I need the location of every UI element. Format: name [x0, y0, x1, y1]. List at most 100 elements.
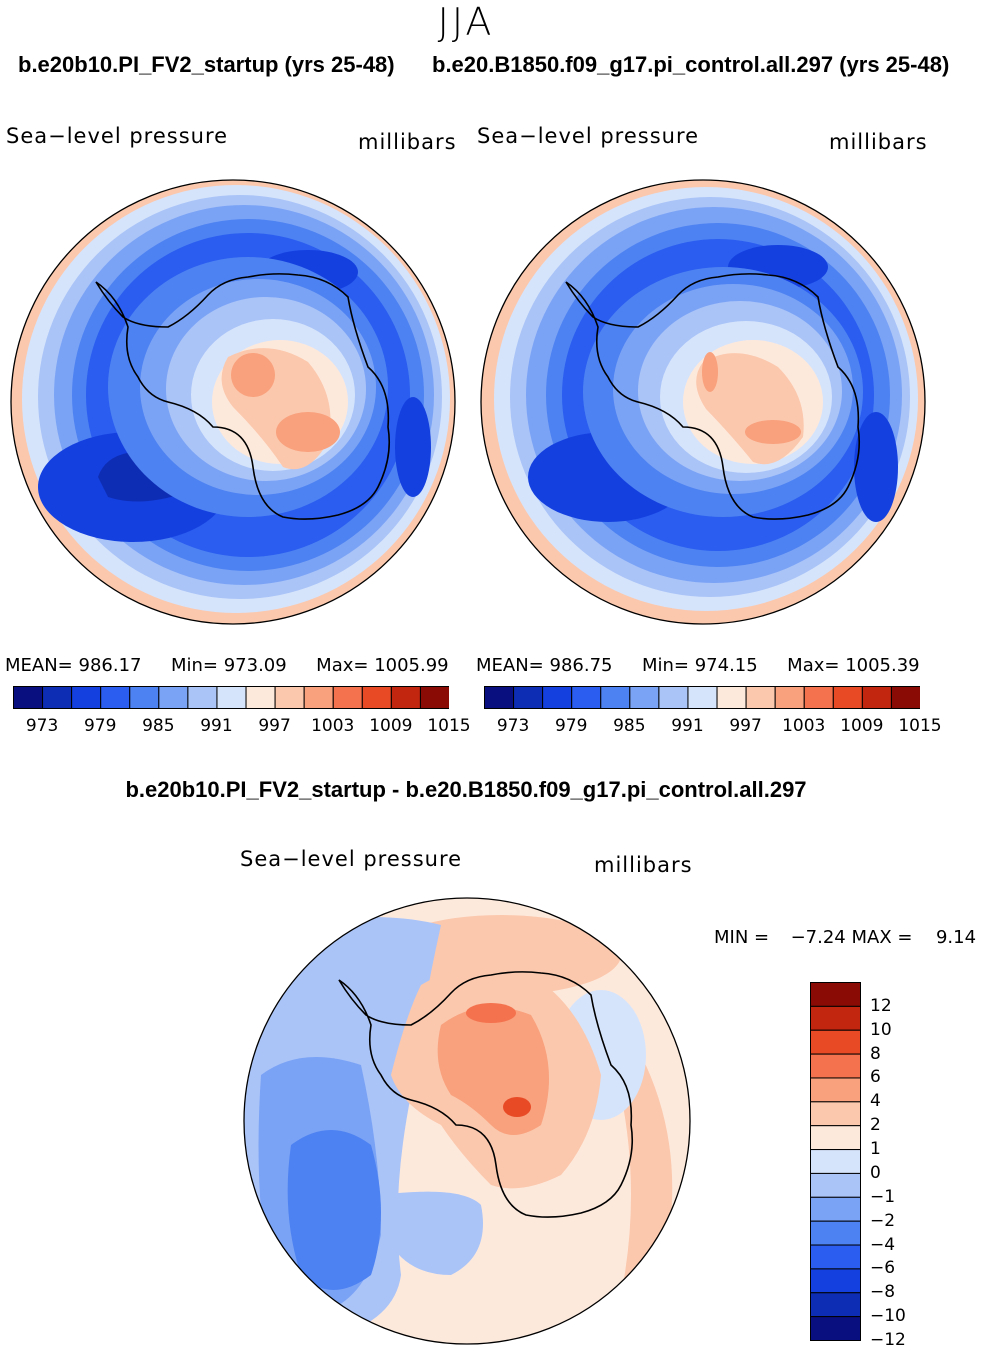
colorbar-swatch	[245, 686, 276, 709]
units-label-diff: millibars	[594, 853, 693, 877]
colorbar-tick-label: 1009	[369, 716, 413, 736]
diff-min-label: MIN =	[714, 927, 770, 948]
case-title-right: b.e20.B1850.f09_g17.pi_control.all.297 (…	[432, 52, 950, 77]
colorbar-swatch	[187, 686, 218, 709]
case-title-left: b.e20b10.PI_FV2_startup (yrs 25-48)	[18, 52, 395, 77]
difference-title: b.e20b10.PI_FV2_startup - b.e20.B1850.f0…	[125, 777, 807, 802]
colorbar-tick-label: 991	[671, 716, 704, 736]
colorbar-swatch	[810, 1005, 861, 1031]
colorbar-tick-label: 12	[870, 995, 892, 1016]
colorbar-swatch	[810, 1196, 861, 1222]
mean-label-right: MEAN=	[476, 655, 544, 676]
antarctica-coastline	[338, 971, 634, 1218]
colorbar-swatch	[745, 686, 776, 709]
colorbar-tick-label: 979	[554, 716, 588, 736]
colorbar-swatch	[810, 982, 861, 1007]
colorbar-swatch	[810, 1149, 861, 1174]
colorbar-swatch	[803, 686, 834, 709]
colorbar-tick-label: 10	[870, 1019, 892, 1040]
colorbar-swatch	[303, 686, 334, 709]
min-value-right: 974.15	[694, 655, 758, 676]
colorbar-swatch	[629, 686, 660, 709]
stats-left: MEAN= 986.17 Min= 973.09 Max= 1005.99	[5, 655, 449, 676]
colorbar-tick-label: −10	[870, 1306, 906, 1327]
colorbar-tick-label: 4	[870, 1091, 881, 1112]
colorbar-tick-label: 2	[870, 1115, 881, 1136]
colorbar-tick-label: 1015	[427, 716, 471, 736]
map-border	[10, 179, 456, 625]
colorbar-right	[484, 686, 920, 709]
low-east	[395, 397, 431, 497]
colorbar-swatch	[810, 1077, 861, 1103]
units-label-left: millibars	[358, 130, 457, 154]
max-value-right: 1005.39	[845, 655, 920, 676]
colorbar-tick-label: 6	[870, 1067, 881, 1088]
min-label-left: Min=	[170, 655, 218, 676]
negative-pacific-edge	[381, 1191, 483, 1275]
map-border	[243, 897, 691, 1345]
positive-max	[503, 1097, 531, 1117]
colorbar-swatch	[774, 686, 805, 709]
colorbar-swatch	[100, 686, 131, 709]
units-label-right: millibars	[829, 130, 928, 154]
max-value-left: 1005.99	[374, 655, 449, 676]
colorbar-swatch	[810, 1029, 861, 1055]
map-border	[480, 179, 926, 625]
colorbar-swatch	[810, 1101, 861, 1127]
colorbar-tick-label: 0	[870, 1162, 881, 1183]
colorbar-swatch	[716, 686, 747, 709]
colorbar-tick-label: 1009	[840, 716, 884, 736]
diff-max-value: 9.14	[935, 927, 977, 948]
colorbar-swatch	[571, 686, 602, 709]
positive-north-peak	[466, 1003, 516, 1023]
map-diff	[243, 897, 691, 1345]
colorbar-swatch	[810, 1125, 861, 1151]
positive-north	[381, 915, 621, 995]
colorbar-tick-label: 979	[83, 716, 117, 736]
colorbar-swatch	[71, 686, 102, 709]
min-value-left: 973.09	[223, 655, 287, 676]
colorbar-tick-label: 997	[729, 716, 762, 736]
negative-min	[287, 1130, 381, 1290]
colorbar-tick-label: −6	[870, 1258, 896, 1279]
colorbar-swatch	[810, 1292, 861, 1318]
colorbar-swatch	[419, 686, 449, 709]
colorbar-swatch	[810, 1316, 861, 1341]
variable-label-diff: Sea−level pressure	[240, 847, 463, 871]
colorbar-swatch	[810, 1220, 861, 1246]
colorbar-swatch	[600, 686, 631, 709]
colorbar-swatch	[810, 1053, 861, 1079]
mean-label-left: MEAN=	[5, 655, 73, 676]
high-east	[745, 420, 801, 444]
colorbar-swatch	[216, 686, 247, 709]
colorbar-tick-label: −12	[870, 1330, 906, 1350]
colorbar-swatch	[158, 686, 189, 709]
colorbar-swatch	[42, 686, 73, 709]
colorbar-swatch	[861, 686, 892, 709]
antarctica-coastline	[95, 273, 391, 520]
colorbar-tick-label: 997	[258, 716, 291, 736]
colorbar-swatch	[810, 1268, 861, 1294]
colorbar-swatch	[332, 686, 363, 709]
diff-min-value: −7.24	[790, 927, 846, 948]
high-west	[231, 353, 275, 397]
high-west	[702, 352, 718, 392]
colorbar-tick-label: 1003	[311, 716, 355, 736]
variable-label-right: Sea−level pressure	[477, 124, 700, 148]
colorbar-swatch	[274, 686, 305, 709]
min-label-right: Min=	[641, 655, 689, 676]
colorbar-tick-label: 973	[496, 716, 530, 736]
variable-label-left: Sea−level pressure	[6, 124, 229, 148]
colorbar-tick-label: 985	[142, 716, 175, 736]
colorbar-swatch	[832, 686, 863, 709]
mean-value-left: 986.17	[78, 655, 142, 676]
colorbar-swatch	[810, 1244, 861, 1270]
mean-value-right: 986.75	[549, 655, 613, 676]
colorbar-swatch	[687, 686, 718, 709]
colorbar-tick-label: 991	[200, 716, 233, 736]
high-east	[276, 412, 340, 452]
max-label-left: Max=	[316, 655, 369, 676]
colorbar-swatch	[658, 686, 689, 709]
colorbar-tick-label: −1	[870, 1186, 896, 1207]
diff-max-label: MAX =	[851, 927, 913, 948]
